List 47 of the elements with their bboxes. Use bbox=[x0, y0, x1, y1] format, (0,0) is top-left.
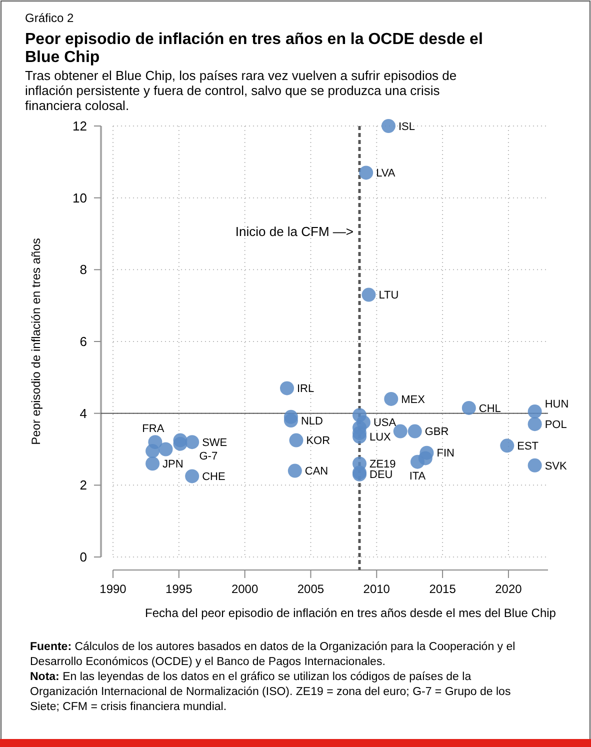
annotation: FIN bbox=[436, 448, 455, 460]
y-axis-title: Peor episodio de inflación en tres años bbox=[29, 238, 43, 445]
annotation: LTU bbox=[378, 290, 399, 302]
y-tick-label: 10 bbox=[72, 190, 87, 206]
annotation: USA bbox=[373, 417, 397, 430]
annotation: LVA bbox=[376, 168, 396, 180]
annotation: ZE19 bbox=[370, 458, 396, 470]
annotation: HUN bbox=[544, 398, 569, 410]
x-tick-label: 2000 bbox=[231, 582, 258, 596]
annotation: ISL bbox=[398, 120, 416, 133]
annotation: EST bbox=[517, 440, 539, 453]
y-tick-label: 12 bbox=[72, 118, 87, 134]
annotation: JPN bbox=[162, 458, 184, 470]
x-tick-label: 1990 bbox=[100, 582, 127, 596]
chart-title: Peor episodio de inflación en tres años en la OCDE desde el Blue Chip bbox=[25, 31, 483, 66]
annotation: MEX bbox=[401, 394, 426, 406]
text: Nota: En las leyendas de los datos en el gráfico se utilizan los códigos de países de la Organización Internacional de Normalización (ISO). ZE19 = zona del euro; G-7 = Grupo de los Siete; CFM = crisis financiera mundial. bbox=[30, 671, 511, 713]
x-tick-label: 2005 bbox=[297, 582, 324, 596]
annotation: CHL bbox=[478, 402, 501, 415]
annotation: CAN bbox=[304, 466, 328, 478]
annotation: SVK bbox=[544, 460, 568, 472]
annotation: ITA bbox=[409, 470, 426, 483]
annotation: KOR bbox=[306, 435, 330, 448]
y-tick-label: 8 bbox=[80, 262, 87, 278]
annotation: FRA bbox=[142, 422, 165, 435]
annotation: IRL bbox=[297, 383, 314, 396]
text: Gráfico 2 bbox=[25, 11, 74, 25]
x-tick-label: 2010 bbox=[363, 582, 390, 596]
annotation: LUX bbox=[370, 432, 392, 444]
x-tick-label: 1995 bbox=[166, 582, 193, 596]
y-tick-label: 2 bbox=[80, 478, 87, 493]
annotation: SWE bbox=[202, 436, 228, 449]
annotation: POL bbox=[544, 418, 567, 431]
x-tick-label: 2015 bbox=[429, 582, 456, 596]
annotation: G-7 bbox=[199, 450, 218, 463]
annotation: CHE bbox=[202, 471, 226, 484]
y-tick-label: 4 bbox=[80, 406, 87, 421]
y-tick-label: 0 bbox=[80, 550, 87, 565]
annotation: DEU bbox=[370, 469, 393, 482]
chart-subtitle: Tras obtener el Blue Chip, los países rara vez vuelven a sufrir episodios de inflación persistente y fuera de control, salvo que se produzca una crisis financiera colosal. bbox=[25, 68, 457, 113]
x-tick-label: 2020 bbox=[495, 582, 522, 596]
x-axis-title: Fecha del peor episodio de inflación en tres años desde el mes del Blue Chip bbox=[145, 606, 556, 620]
annotation: GBR bbox=[424, 426, 449, 438]
source-note: Fuente: Cálculos de los autores basados en datos de la Organización para la Cooperación y el Desarrollo Económicos (OCDE) y el Banco de Pagos Internacionales. bbox=[30, 641, 516, 668]
y-tick-label: 6 bbox=[80, 334, 87, 350]
ref-line-label: Inicio de la CFM —> bbox=[235, 224, 354, 239]
annotation: NLD bbox=[300, 415, 324, 428]
